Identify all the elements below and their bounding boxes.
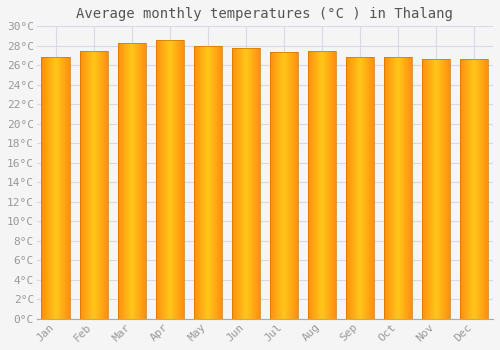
Title: Average monthly temperatures (°C ) in Thalang: Average monthly temperatures (°C ) in Th… [76,7,454,21]
Bar [422,60,450,319]
Bar [80,51,108,319]
Bar [384,57,412,319]
Bar [194,46,222,319]
Bar [232,48,260,319]
Bar [270,52,298,319]
Bar [460,60,488,319]
Bar [42,57,70,319]
Bar [118,43,146,319]
Bar [156,40,184,319]
Bar [308,51,336,319]
Bar [346,57,374,319]
